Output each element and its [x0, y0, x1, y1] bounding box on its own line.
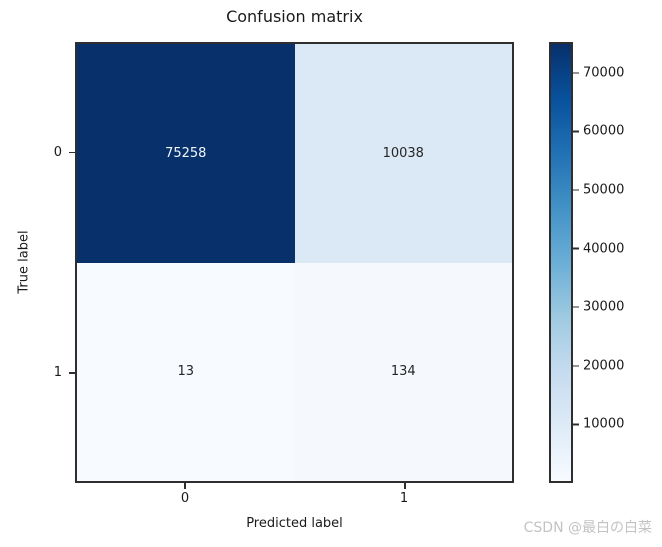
x-tick-mark-0: [184, 483, 186, 489]
colorbar-tick-mark: [573, 72, 579, 74]
matrix-cell-0-1: 10038: [294, 44, 512, 263]
y-tick-label-0: 0: [53, 145, 62, 160]
matrix-cell-1-1: 134: [294, 262, 512, 481]
chart-title: Confusion matrix: [226, 7, 363, 26]
colorbar-ticks: 70000 60000 50000 40000 30000 20000 1000…: [573, 42, 658, 483]
colorbar-tick: 70000: [573, 66, 624, 79]
colorbar-tick-label: 60000: [583, 123, 625, 139]
colorbar-tick-mark: [573, 247, 579, 250]
y-tick-label-1: 1: [53, 365, 62, 380]
colorbar-tick-label: 10000: [583, 416, 625, 432]
colorbar-tick-label: 70000: [583, 65, 625, 81]
colorbar-tick-label: 40000: [583, 241, 625, 257]
x-tick-label-0: 0: [180, 491, 190, 506]
colorbar-tick: 20000: [573, 359, 624, 372]
colorbar-tick-mark: [573, 423, 579, 426]
colorbar-tick-label: 20000: [583, 358, 625, 374]
cell-value: 10038: [382, 145, 424, 161]
cell-value: 134: [390, 364, 416, 380]
cell-value: 75258: [165, 145, 207, 161]
colorbar-tick-mark: [573, 306, 579, 308]
colorbar-tick-mark: [573, 130, 579, 133]
colorbar-tick-label: 30000: [583, 299, 625, 315]
colorbar-tick: 10000: [573, 418, 624, 431]
matrix-cell-0-0: 75258: [77, 44, 295, 263]
colorbar-tick: 30000: [573, 301, 624, 314]
x-tick-label-1: 1: [399, 491, 409, 506]
colorbar-tick-mark: [573, 365, 579, 367]
heatmap-plot: 75258 10038 13 134: [75, 42, 514, 483]
y-tick-mark-1: [69, 372, 75, 374]
y-axis-label: True label: [16, 230, 32, 294]
colorbar-tick: 40000: [573, 242, 624, 255]
colorbar-tick-mark: [573, 189, 579, 191]
x-axis-label: Predicted label: [246, 516, 343, 531]
colorbar-tick: 60000: [573, 125, 624, 138]
cell-value: 13: [177, 364, 195, 380]
colorbar-tick-label: 50000: [583, 182, 625, 198]
colorbar-tick: 50000: [573, 183, 624, 196]
csdn-watermark: CSDN @最白の白菜: [523, 520, 652, 536]
y-tick-mark-0: [69, 151, 75, 153]
x-tick-mark-1: [404, 483, 406, 489]
colorbar: [549, 42, 573, 483]
matrix-cell-1-0: 13: [77, 262, 295, 481]
